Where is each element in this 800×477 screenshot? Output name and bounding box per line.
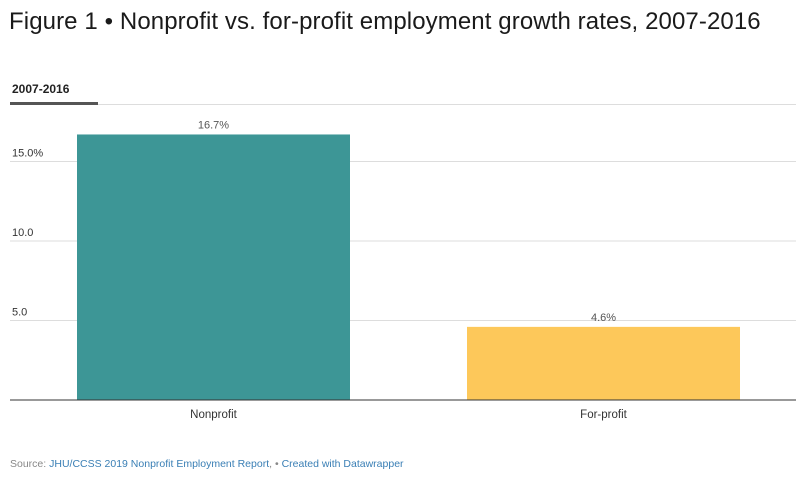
source-prefix: Source: <box>10 458 50 470</box>
x-axis-labels: Nonprofit For-profit <box>190 409 627 421</box>
source-link[interactable]: JHU/CCSS 2019 Nonprofit Employment Repor… <box>49 458 270 470</box>
x-category-label: Nonprofit <box>190 409 237 421</box>
y-axis-labels: 5.0 10.0 15.0% <box>12 148 43 319</box>
bars <box>77 134 740 400</box>
y-tick-label: 10.0 <box>12 227 33 239</box>
value-labels: 16.7% 4.6% <box>198 119 616 323</box>
tab-divider <box>10 104 796 105</box>
chart-title: Figure 1 • Nonprofit vs. for-profit empl… <box>9 8 761 35</box>
x-category-label: For-profit <box>580 409 627 421</box>
bar-nonprofit <box>77 134 350 400</box>
datawrapper-credit-link[interactable]: Created with Datawrapper <box>281 458 404 470</box>
y-tick-label: 5.0 <box>12 307 27 319</box>
value-label: 16.7% <box>198 119 229 131</box>
tab-active-indicator <box>10 102 98 105</box>
source-note: Source: JHU/CCSS 2019 Nonprofit Employme… <box>10 458 404 470</box>
tab-2007-2016[interactable]: 2007-2016 <box>12 82 70 96</box>
y-tick-label: 15.0% <box>12 148 43 160</box>
value-label: 4.6% <box>591 312 616 324</box>
source-separator: , • <box>269 458 282 470</box>
bar-for-profit <box>467 326 740 400</box>
